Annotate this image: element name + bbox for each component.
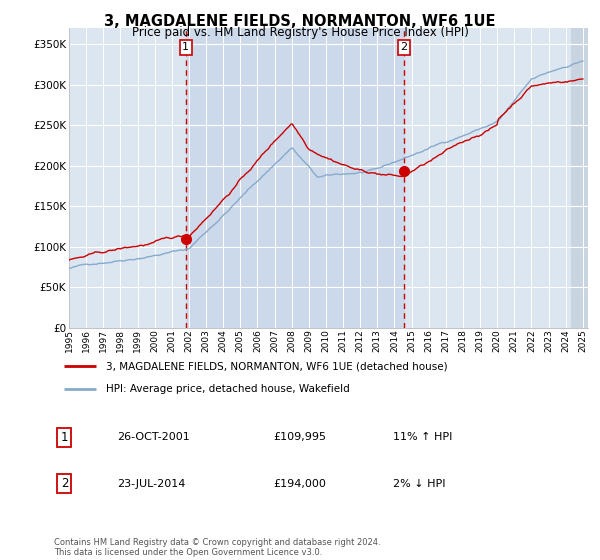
Text: £194,000: £194,000 [273,479,326,489]
Text: Contains HM Land Registry data © Crown copyright and database right 2024.
This d: Contains HM Land Registry data © Crown c… [54,538,380,557]
Text: 3, MAGDALENE FIELDS, NORMANTON, WF6 1UE: 3, MAGDALENE FIELDS, NORMANTON, WF6 1UE [104,14,496,29]
Bar [571,28,588,328]
Bar [186,28,404,328]
Text: 2: 2 [400,43,407,53]
Text: 2: 2 [61,477,68,490]
Text: 2% ↓ HPI: 2% ↓ HPI [394,479,446,489]
Text: £109,995: £109,995 [273,432,326,442]
Text: 1: 1 [61,431,68,444]
Text: 11% ↑ HPI: 11% ↑ HPI [394,432,452,442]
Text: 26-OCT-2001: 26-OCT-2001 [116,432,190,442]
Text: 1: 1 [182,43,190,53]
Text: HPI: Average price, detached house, Wakefield: HPI: Average price, detached house, Wake… [106,384,350,394]
Text: 23-JUL-2014: 23-JUL-2014 [116,479,185,489]
Text: Price paid vs. HM Land Registry's House Price Index (HPI): Price paid vs. HM Land Registry's House … [131,26,469,39]
Text: 3, MAGDALENE FIELDS, NORMANTON, WF6 1UE (detached house): 3, MAGDALENE FIELDS, NORMANTON, WF6 1UE … [106,361,448,371]
